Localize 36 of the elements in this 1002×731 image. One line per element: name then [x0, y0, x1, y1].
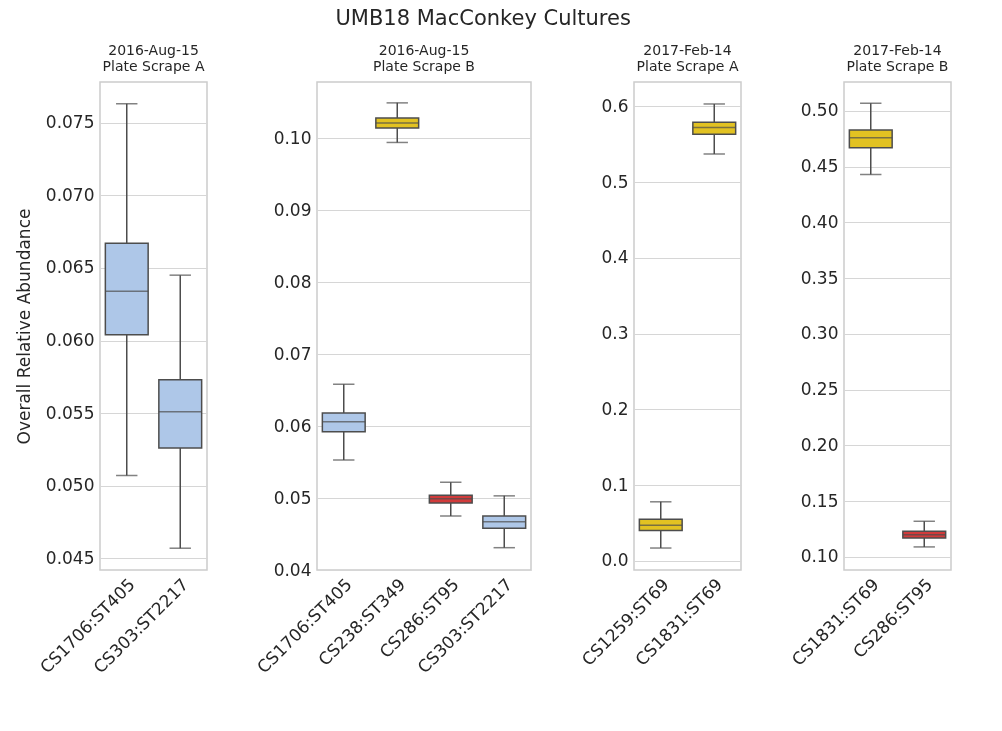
- y-tick-label: 0.070: [45, 184, 95, 205]
- y-tick-label: 0.10: [273, 127, 312, 148]
- y-tick-label: 0.075: [45, 112, 95, 133]
- chart-subtitle: 2016-Aug-15 Plate Scrape B: [373, 42, 475, 74]
- y-tick-label: 0.050: [45, 475, 95, 496]
- y-tick-label: 0.40: [800, 211, 839, 232]
- y-tick-label: 0.15: [800, 490, 839, 511]
- y-tick-label: 0.09: [273, 199, 312, 220]
- y-tick-label: 0.45: [800, 156, 839, 177]
- y-tick-label: 0.045: [45, 547, 95, 568]
- y-tick-label: 0.30: [800, 323, 839, 344]
- chart-title: UMB18 MacConkey Cultures: [335, 6, 631, 31]
- y-tick-label: 0.06: [273, 415, 312, 436]
- y-tick-label: 0.4: [601, 247, 629, 268]
- y-tick-label: 0.08: [273, 271, 312, 292]
- y-tick-label: 0.25: [800, 379, 839, 400]
- y-tick-label: 0.07: [273, 343, 312, 364]
- y-tick-label: 0.0: [601, 550, 629, 571]
- y-tick-label: 0.2: [601, 398, 629, 419]
- y-tick-label: 0.35: [800, 267, 839, 288]
- y-tick-label: 0.5: [601, 171, 629, 192]
- chart-subtitle: 2017-Feb-14 Plate Scrape A: [636, 42, 739, 74]
- y-tick-label: 0.065: [45, 257, 95, 278]
- y-tick-label: 0.1: [601, 474, 629, 495]
- y-tick-label: 0.20: [800, 434, 839, 455]
- y-tick-label: 0.04: [273, 559, 312, 580]
- y-tick-label: 0.6: [601, 95, 629, 116]
- y-axis-title: Overall Relative Abundance: [13, 208, 34, 445]
- y-tick-label: 0.50: [800, 100, 839, 121]
- chart-subtitle: 2017-Feb-14 Plate Scrape B: [846, 42, 949, 74]
- y-tick-label: 0.05: [273, 487, 312, 508]
- y-tick-label: 0.10: [800, 546, 839, 567]
- chart-subtitle: 2016-Aug-15 Plate Scrape A: [102, 42, 205, 74]
- y-tick-label: 0.055: [45, 402, 95, 423]
- y-tick-label: 0.060: [45, 330, 95, 351]
- y-tick-label: 0.3: [601, 323, 629, 344]
